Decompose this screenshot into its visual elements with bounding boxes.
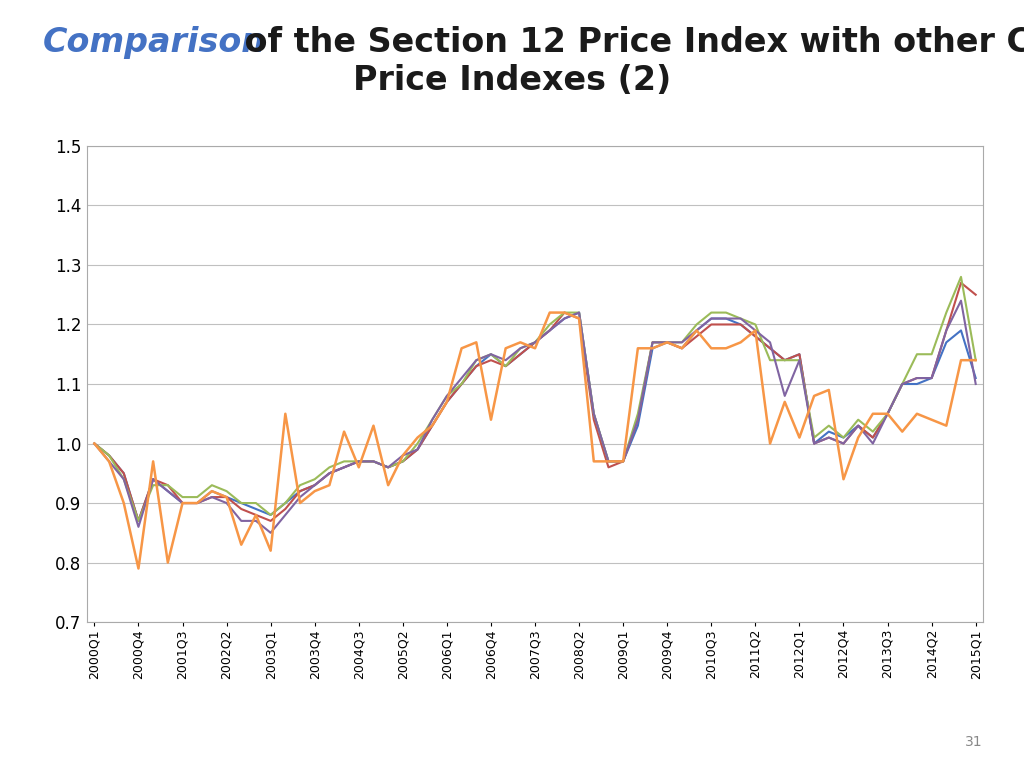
Text: of the Section 12 Price Index with other Condo: of the Section 12 Price Index with other…: [233, 26, 1024, 58]
Text: Comparison: Comparison: [43, 26, 266, 58]
Text: Price Indexes (2): Price Indexes (2): [353, 65, 671, 97]
Text: 31: 31: [966, 735, 983, 749]
